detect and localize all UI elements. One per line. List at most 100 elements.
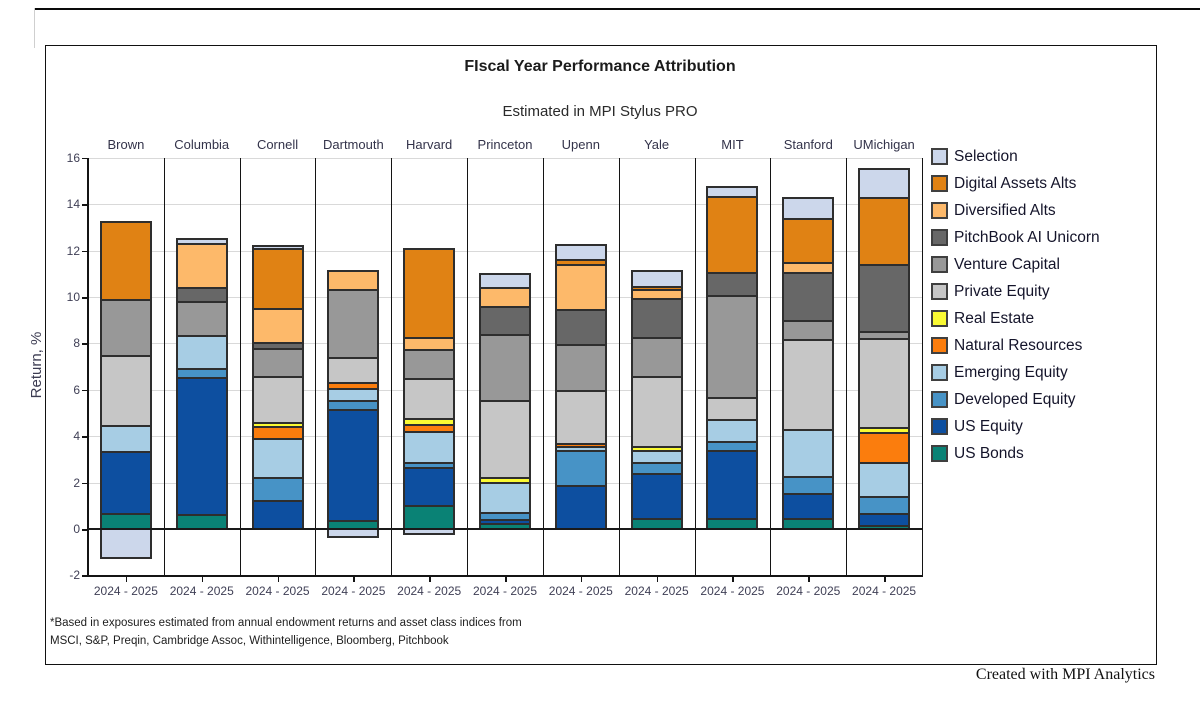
- x-tick-label: 2024 - 2025: [245, 584, 310, 598]
- category-label-stanford: Stanford: [783, 137, 833, 152]
- bar-segment-digital-assets-alts: [859, 198, 910, 265]
- legend-swatch-icon: [931, 364, 948, 381]
- bar-segment-selection: [707, 186, 758, 198]
- category-label-dartmouth: Dartmouth: [323, 137, 384, 152]
- legend-item-developed-equity: Developed Equity: [931, 386, 1100, 413]
- legend-label: Venture Capital: [954, 255, 1060, 273]
- column-separator: [770, 158, 772, 575]
- chart-title: FIscal Year Performance Attribution: [464, 58, 736, 75]
- legend-swatch-icon: [931, 310, 948, 327]
- legend-item-us-equity: US Equity: [931, 413, 1100, 440]
- chart-subtitle: Estimated in MPI Stylus PRO: [502, 103, 698, 120]
- x-tick-label: 2024 - 2025: [93, 584, 158, 598]
- bar-segment-digital-assets-alts: [555, 259, 606, 265]
- bar-segment-selection: [100, 529, 151, 558]
- bar-segment-digital-assets-alts: [252, 249, 303, 309]
- column-separator: [846, 158, 848, 575]
- legend-label: Digital Assets Alts: [954, 174, 1077, 192]
- bar-segment-diversified-alts: [176, 243, 227, 288]
- legend-label: PitchBook AI Unicorn: [954, 228, 1100, 246]
- x-tick-label: 2024 - 2025: [169, 584, 234, 598]
- bar-segment-selection: [555, 244, 606, 260]
- bar-segment-venture-capital: [100, 300, 151, 357]
- legend-swatch-icon: [931, 418, 948, 435]
- y-tick-label: -2: [69, 568, 80, 583]
- y-tick: [82, 529, 87, 531]
- bar-segment-emerging-equity: [707, 419, 758, 442]
- bar-segment-selection: [631, 271, 682, 287]
- bar-segment-us-equity: [176, 378, 227, 516]
- bar-segment-diversified-alts: [480, 287, 530, 308]
- legend-swatch-icon: [931, 391, 948, 408]
- window-edge-line-left: [34, 8, 35, 48]
- bar-segment-venture-capital: [859, 331, 910, 339]
- bar-segment-digital-assets-alts: [783, 219, 834, 264]
- bar-segment-digital-assets-alts: [631, 286, 682, 291]
- bar-segment-developed-equity: [555, 451, 606, 487]
- bar-segment-emerging-equity: [328, 388, 379, 402]
- x-tick-label: 2024 - 2025: [397, 584, 462, 598]
- bar-segment-diversified-alts: [783, 263, 834, 273]
- legend-swatch-icon: [931, 283, 948, 300]
- bar-segment-pitchbook-ai-unicorn: [707, 272, 758, 296]
- bar-segment-emerging-equity: [404, 431, 455, 463]
- bar-segment-selection: [480, 273, 530, 288]
- bar-segment-venture-capital: [252, 349, 303, 378]
- bar-segment-pitchbook-ai-unicorn: [859, 264, 910, 332]
- column-separator: [922, 158, 923, 575]
- bar-segment-emerging-equity: [555, 446, 606, 452]
- y-tick-label: 14: [66, 197, 80, 212]
- bar-segment-pitchbook-ai-unicorn: [783, 272, 834, 322]
- legend-item-natural-resources: Natural Resources: [931, 332, 1100, 359]
- bar-segment-pitchbook-ai-unicorn: [555, 309, 606, 345]
- bar-segment-diversified-alts: [404, 337, 455, 351]
- bar-segment-selection: [252, 245, 303, 250]
- bar-segment-us-equity: [252, 501, 303, 529]
- bar-segment-venture-capital: [176, 301, 227, 337]
- bar-segment-emerging-equity: [100, 425, 151, 453]
- category-label-brown: Brown: [107, 137, 145, 152]
- bar-segment-emerging-equity: [480, 482, 530, 513]
- bar-segment-us-equity: [783, 494, 834, 519]
- bar-segment-us-equity: [555, 486, 606, 529]
- window-edge-line: [34, 8, 1200, 10]
- category-label-mit: MIT: [721, 137, 744, 152]
- bar-segment-private-equity: [555, 390, 606, 445]
- y-tick-label: 8: [73, 336, 80, 351]
- bar-segment-private-equity: [328, 358, 379, 383]
- x-tick: [580, 577, 583, 582]
- bar-segment-us-equity: [859, 513, 910, 526]
- legend-label: Diversified Alts: [954, 201, 1056, 219]
- y-tick-label: 0: [73, 522, 80, 536]
- category-label-upenn: Upenn: [561, 137, 600, 152]
- bar-segment-pitchbook-ai-unicorn: [631, 299, 682, 338]
- legend-item-real-estate: Real Estate: [931, 305, 1100, 332]
- bar-segment-natural-resources: [859, 432, 910, 463]
- legend-item-diversified-alts: Diversified Alts: [931, 197, 1100, 224]
- bar-segment-developed-equity: [631, 462, 682, 475]
- legend-label: Emerging Equity: [954, 363, 1068, 381]
- legend-item-selection: Selection: [931, 143, 1100, 170]
- y-tick: [82, 482, 87, 485]
- bar-segment-venture-capital: [631, 337, 682, 378]
- y-tick: [82, 250, 87, 253]
- y-tick-label: 12: [66, 243, 80, 258]
- x-tick: [732, 577, 734, 582]
- x-tick-label: 2024 - 2025: [776, 584, 841, 598]
- y-tick: [82, 389, 87, 392]
- bar-segment-emerging-equity: [631, 451, 682, 463]
- bar-segment-diversified-alts: [555, 264, 606, 310]
- y-tick: [82, 204, 87, 206]
- x-tick: [808, 577, 810, 582]
- bar-segment-private-equity: [100, 356, 151, 426]
- bar-segment-private-equity: [252, 377, 303, 424]
- bar-segment-emerging-equity: [252, 438, 303, 478]
- legend-swatch-icon: [931, 202, 948, 219]
- x-tick: [201, 577, 204, 582]
- bar-segment-selection: [783, 198, 834, 220]
- bar-segment-us-bonds: [100, 513, 151, 529]
- legend-label: Selection: [954, 147, 1018, 165]
- bar-segment-venture-capital: [328, 290, 379, 359]
- legend-swatch-icon: [931, 256, 948, 273]
